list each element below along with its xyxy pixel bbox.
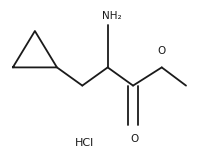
Text: HCl: HCl xyxy=(75,138,94,148)
Text: O: O xyxy=(158,46,166,56)
Text: O: O xyxy=(131,134,139,144)
Text: NH₂: NH₂ xyxy=(102,11,122,21)
